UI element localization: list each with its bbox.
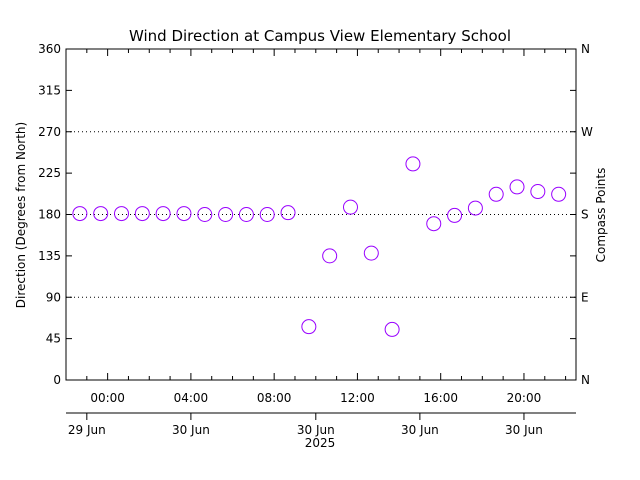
y-tick-label-right: E bbox=[581, 290, 589, 304]
data-point bbox=[301, 319, 317, 335]
y-tick-label-right: N bbox=[581, 373, 590, 387]
x-tick-label: 20:00 bbox=[507, 391, 542, 405]
date-tick-label: 30 Jun bbox=[297, 423, 335, 437]
data-point bbox=[509, 179, 525, 195]
x-tick-label: 00:00 bbox=[90, 391, 125, 405]
y-tick-label-right: W bbox=[581, 125, 593, 139]
data-point bbox=[342, 199, 358, 215]
data-point bbox=[488, 186, 504, 202]
data-point bbox=[114, 206, 130, 222]
y-ticks: 0 45 90 135 180 225 270 315 360 N E S W N bbox=[38, 42, 593, 387]
y-tick-label: 225 bbox=[38, 166, 61, 180]
data-point bbox=[551, 186, 567, 202]
y-axis-label-left: Direction (Degrees from North) bbox=[14, 122, 28, 308]
data-point bbox=[72, 206, 88, 222]
data-point bbox=[218, 207, 234, 222]
date-tick-label: 30 Jun bbox=[401, 423, 439, 437]
data-point bbox=[322, 248, 338, 264]
y-tick-label: 360 bbox=[38, 42, 61, 56]
data-point bbox=[280, 205, 296, 221]
data-point bbox=[197, 207, 213, 222]
x-axis-year-label: 2025 bbox=[305, 436, 336, 450]
data-point bbox=[259, 207, 275, 222]
gridlines bbox=[66, 131, 576, 298]
data-point bbox=[447, 207, 463, 223]
chart-title: Wind Direction at Campus View Elementary… bbox=[129, 27, 511, 45]
data-point bbox=[176, 206, 192, 222]
y-tick-label: 315 bbox=[38, 83, 61, 97]
data-point bbox=[155, 206, 171, 222]
y-tick-label-right: S bbox=[581, 208, 589, 222]
y-axis-label-right: Compass Points bbox=[594, 168, 608, 263]
data-point bbox=[384, 321, 400, 337]
x-tick-label: 16:00 bbox=[423, 391, 458, 405]
x-tick-label: 08:00 bbox=[257, 391, 292, 405]
data-point bbox=[93, 206, 109, 222]
data-point bbox=[405, 156, 421, 172]
y-tick-label: 90 bbox=[46, 290, 61, 304]
y-tick-label: 180 bbox=[38, 208, 61, 222]
y-tick-label: 135 bbox=[38, 249, 61, 263]
data-point bbox=[426, 216, 442, 232]
data-point bbox=[467, 200, 483, 216]
data-point bbox=[363, 245, 379, 261]
y-tick-label-right: N bbox=[581, 42, 590, 56]
data-point bbox=[238, 207, 254, 222]
date-tick-label: 30 Jun bbox=[505, 423, 543, 437]
y-tick-label: 270 bbox=[38, 125, 61, 139]
y-tick-label: 0 bbox=[53, 373, 61, 387]
data-point bbox=[134, 206, 150, 222]
data-point bbox=[530, 184, 546, 200]
data-points bbox=[72, 156, 567, 337]
date-tick-label: 29 Jun bbox=[68, 423, 106, 437]
y-tick-label: 45 bbox=[46, 332, 61, 346]
x-ticks: 00:00 04:00 08:00 12:00 16:00 20:00 29 Jun 30 J… bbox=[66, 49, 576, 437]
x-tick-label: 12:00 bbox=[340, 391, 375, 405]
x-tick-label: 04:00 bbox=[174, 391, 209, 405]
date-tick-label: 30 Jun bbox=[172, 423, 210, 437]
